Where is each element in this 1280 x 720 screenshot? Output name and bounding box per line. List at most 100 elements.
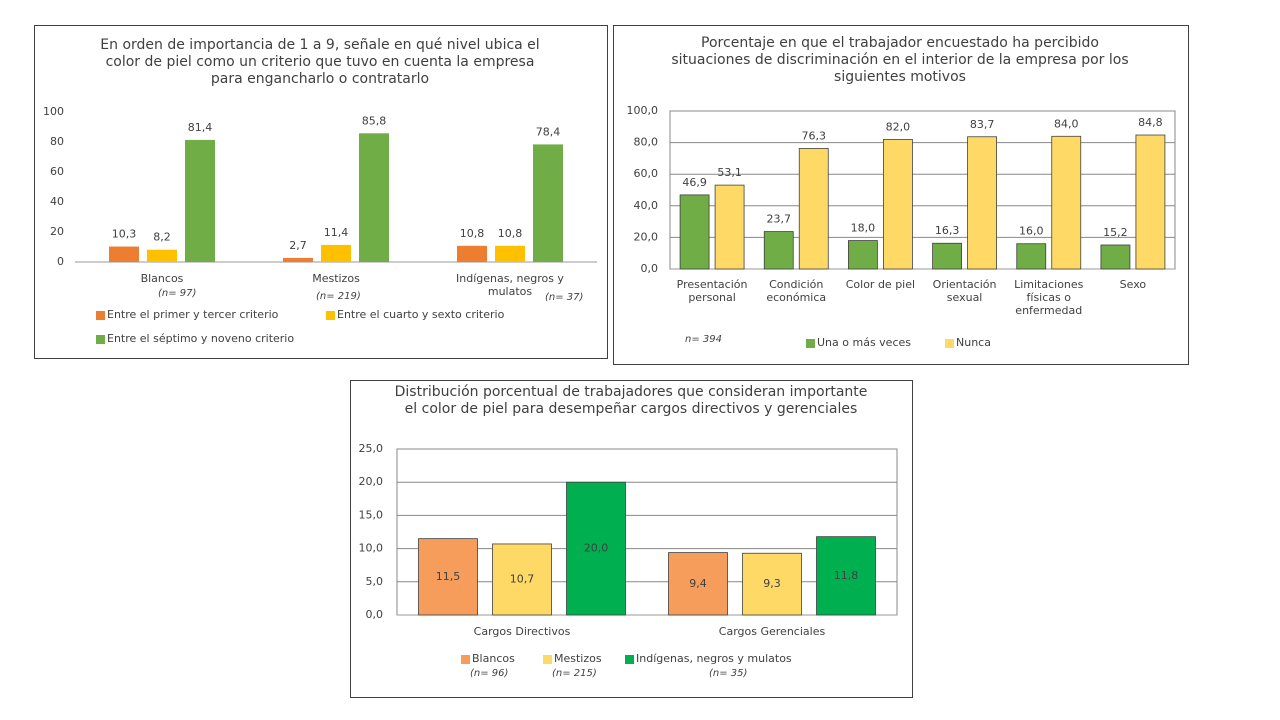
y-tick-label: 40,0: [634, 199, 659, 212]
value-label: 46,9: [682, 176, 707, 189]
chart-title: Porcentaje en que el trabajador encuesta…: [671, 35, 1129, 85]
y-tick-label: 10,0: [359, 542, 384, 555]
y-tick-label: 0,0: [366, 608, 384, 621]
chart-title: En orden de importancia de 1 a 9, señale…: [100, 37, 540, 87]
bar: [566, 481, 626, 616]
bar: [1135, 134, 1166, 270]
x-tick-label: Color de piel: [845, 278, 916, 291]
legend-swatch: [461, 655, 470, 664]
bar: [457, 245, 487, 262]
legend-swatch: [96, 335, 105, 344]
legend-swatch: [326, 311, 335, 320]
x-tick-label: Blancos: [140, 272, 184, 285]
legend-label: Blancos: [472, 652, 515, 665]
legend-label: Una o más veces: [817, 336, 911, 349]
legend-label: Indígenas, negros y mulatos: [636, 652, 792, 665]
bar: [533, 144, 563, 262]
chart-title: Distribución porcentual de trabajadores …: [394, 384, 868, 417]
bar: [848, 240, 878, 270]
value-label: 82,0: [886, 120, 911, 133]
legend-swatch: [96, 311, 105, 320]
bar: [742, 552, 802, 616]
annotation: (n= 219): [316, 291, 361, 302]
y-tick-label: 25,0: [359, 442, 384, 455]
bar: [147, 249, 177, 262]
bar: [1016, 243, 1047, 270]
y-tick-label: 40: [50, 195, 64, 208]
value-label: 9,3: [763, 577, 781, 590]
legend-label: Mestizos: [554, 652, 602, 665]
bar: [668, 552, 728, 616]
y-tick-label: 80: [50, 135, 64, 148]
y-tick-label: 20,0: [634, 230, 659, 243]
bar: [418, 538, 478, 616]
value-label: 11,5: [436, 570, 461, 583]
value-label: 23,7: [767, 213, 792, 226]
legend-swatch: [806, 339, 815, 348]
value-label: 53,1: [717, 166, 742, 179]
x-tick-label: Limitaciones físicas o enfermedad: [1014, 278, 1084, 317]
value-label: 10,8: [498, 227, 523, 240]
legend-label: Entre el primer y tercer criterio: [107, 308, 279, 321]
legend-swatch: [945, 339, 954, 348]
value-label: 85,8: [362, 114, 387, 127]
bar: [495, 245, 525, 262]
bar: [679, 194, 710, 270]
y-tick-label: 100,0: [627, 104, 659, 117]
y-tick-label: 15,0: [359, 508, 384, 521]
bar: [714, 184, 745, 270]
bar: [883, 139, 913, 270]
x-tick-label: Presentación personal: [676, 278, 748, 304]
value-label: 11,8: [834, 569, 859, 582]
value-label: 2,7: [289, 239, 307, 252]
value-label: 84,0: [1054, 117, 1079, 130]
value-label: 9,4: [689, 577, 707, 590]
bar: [321, 244, 351, 262]
annotation: (n= 215): [552, 668, 597, 679]
x-tick-label: Condición económica: [766, 278, 827, 304]
y-tick-label: 20: [50, 225, 64, 238]
value-label: 84,8: [1138, 116, 1163, 129]
x-tick-label: Cargos Gerenciales: [718, 625, 826, 638]
value-label: 20,0: [584, 542, 609, 555]
legend-label: Entre el séptimo y noveno criterio: [107, 332, 295, 345]
value-label: 10,8: [460, 227, 485, 240]
legend-swatch: [543, 655, 552, 664]
value-label: 15,2: [1103, 226, 1128, 239]
bar: [492, 543, 552, 616]
chart-frame: [34, 25, 608, 359]
bar: [967, 136, 997, 270]
bar: [359, 133, 389, 262]
value-label: 76,3: [802, 129, 827, 142]
bar: [816, 536, 876, 616]
x-tick-label: Mestizos: [312, 272, 360, 285]
value-label: 83,7: [970, 118, 995, 131]
bar: [798, 148, 829, 270]
legend-label: Entre el cuarto y sexto criterio: [337, 308, 505, 321]
y-tick-label: 0,0: [641, 262, 659, 275]
y-tick-label: 60,0: [634, 167, 659, 180]
legend-swatch: [625, 655, 634, 664]
y-tick-label: 80,0: [634, 136, 659, 149]
annotation: (n= 35): [709, 668, 748, 679]
annotation: (n= 37): [545, 292, 584, 303]
x-tick-label: Cargos Directivos: [473, 625, 571, 638]
bar: [109, 246, 139, 262]
bar: [932, 242, 962, 270]
value-label: 10,7: [510, 572, 535, 585]
value-label: 78,4: [536, 125, 561, 138]
y-tick-label: 5,0: [366, 575, 384, 588]
value-label: 16,0: [1019, 225, 1044, 238]
value-label: 8,2: [153, 231, 171, 244]
x-tick-label: Sexo: [1119, 278, 1147, 291]
annotation: n= 394: [685, 334, 722, 345]
y-tick-label: 0: [57, 255, 64, 268]
value-label: 81,4: [188, 121, 213, 134]
bar: [185, 139, 215, 262]
value-label: 11,4: [324, 226, 349, 239]
y-tick-label: 20,0: [359, 475, 384, 488]
x-tick-label: Orientación sexual: [932, 278, 997, 304]
bar: [283, 257, 313, 262]
